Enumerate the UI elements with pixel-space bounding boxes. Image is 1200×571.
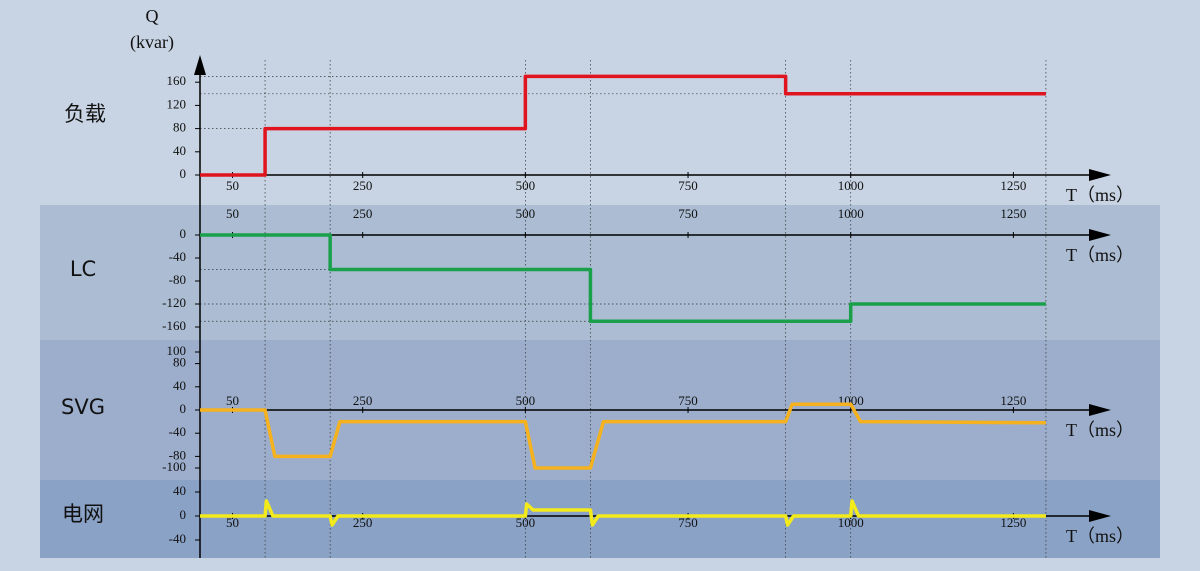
x-tick-label: 1250 (1000, 515, 1026, 530)
x-tick-label: 50 (226, 393, 239, 408)
y-tick-label: 160 (167, 73, 187, 88)
y-tick-label: -40 (169, 249, 186, 264)
x-tick-label: 500 (516, 206, 536, 221)
x-tick-label: 750 (678, 393, 698, 408)
y-tick-label: -120 (162, 295, 186, 310)
x-tick-label: 1250 (1000, 206, 1026, 221)
y-tick-label: 80 (173, 120, 186, 135)
x-tick-label: 1250 (1000, 393, 1026, 408)
x-axis-arrow (1089, 169, 1111, 181)
panel-title: 负载 (64, 102, 106, 126)
x-tick-label: 750 (678, 515, 698, 530)
series-line (200, 402, 1046, 470)
y-tick-label: -40 (169, 424, 186, 439)
x-axis-title: T（ms） (1066, 245, 1134, 265)
x-tick-label: 1000 (838, 515, 864, 530)
x-tick-label: 50 (226, 515, 239, 530)
x-tick-label: 1000 (838, 178, 864, 193)
x-axis-title: T（ms） (1066, 185, 1134, 205)
y-tick-label: 0 (180, 226, 187, 241)
x-tick-label: 250 (353, 206, 373, 221)
y-tick-label: 40 (173, 378, 186, 393)
x-axis-arrow (1089, 510, 1111, 522)
y-axis-title: Q (146, 6, 159, 26)
y-tick-label: 40 (173, 483, 186, 498)
y-tick-label: -80 (169, 447, 186, 462)
x-tick-label: 50 (226, 178, 239, 193)
panel-bg (40, 205, 1160, 340)
x-axis-title: T（ms） (1066, 526, 1134, 546)
y-tick-label: -80 (169, 272, 186, 287)
x-tick-label: 500 (516, 178, 536, 193)
y-tick-label: -40 (169, 531, 186, 546)
x-tick-label: 250 (353, 178, 373, 193)
y-tick-label: -100 (162, 459, 186, 474)
x-axis-title: T（ms） (1066, 420, 1134, 440)
y-tick-label: 0 (180, 166, 187, 181)
x-tick-label: 1000 (838, 206, 864, 221)
series-line (200, 74, 1046, 177)
y-tick-label: 0 (180, 401, 187, 416)
x-tick-label: 1250 (1000, 178, 1026, 193)
y-tick-label: 120 (167, 96, 187, 111)
series-line (200, 499, 1046, 527)
x-tick-label: 250 (353, 393, 373, 408)
y-axis-arrow (194, 55, 206, 75)
x-tick-label: 50 (226, 206, 239, 221)
y-tick-label: 80 (173, 355, 186, 370)
series-line (200, 233, 1046, 323)
y-tick-label: -160 (162, 318, 186, 333)
x-tick-label: 500 (516, 393, 536, 408)
x-tick-label: 750 (678, 178, 698, 193)
panel-title: 电网 (62, 502, 104, 526)
y-tick-label: 40 (173, 143, 186, 158)
y-tick-label: 0 (180, 507, 187, 522)
panel-title: LC (70, 257, 96, 281)
y-tick-label: 100 (167, 343, 187, 358)
x-axis-arrow (1089, 404, 1111, 416)
panel-title: SVG (61, 395, 105, 419)
x-axis-arrow (1089, 229, 1111, 241)
y-axis-unit: (kvar) (130, 32, 174, 53)
panel-bg (40, 480, 1160, 558)
x-tick-label: 750 (678, 206, 698, 221)
x-tick-label: 500 (516, 515, 536, 530)
x-tick-label: 250 (353, 515, 373, 530)
